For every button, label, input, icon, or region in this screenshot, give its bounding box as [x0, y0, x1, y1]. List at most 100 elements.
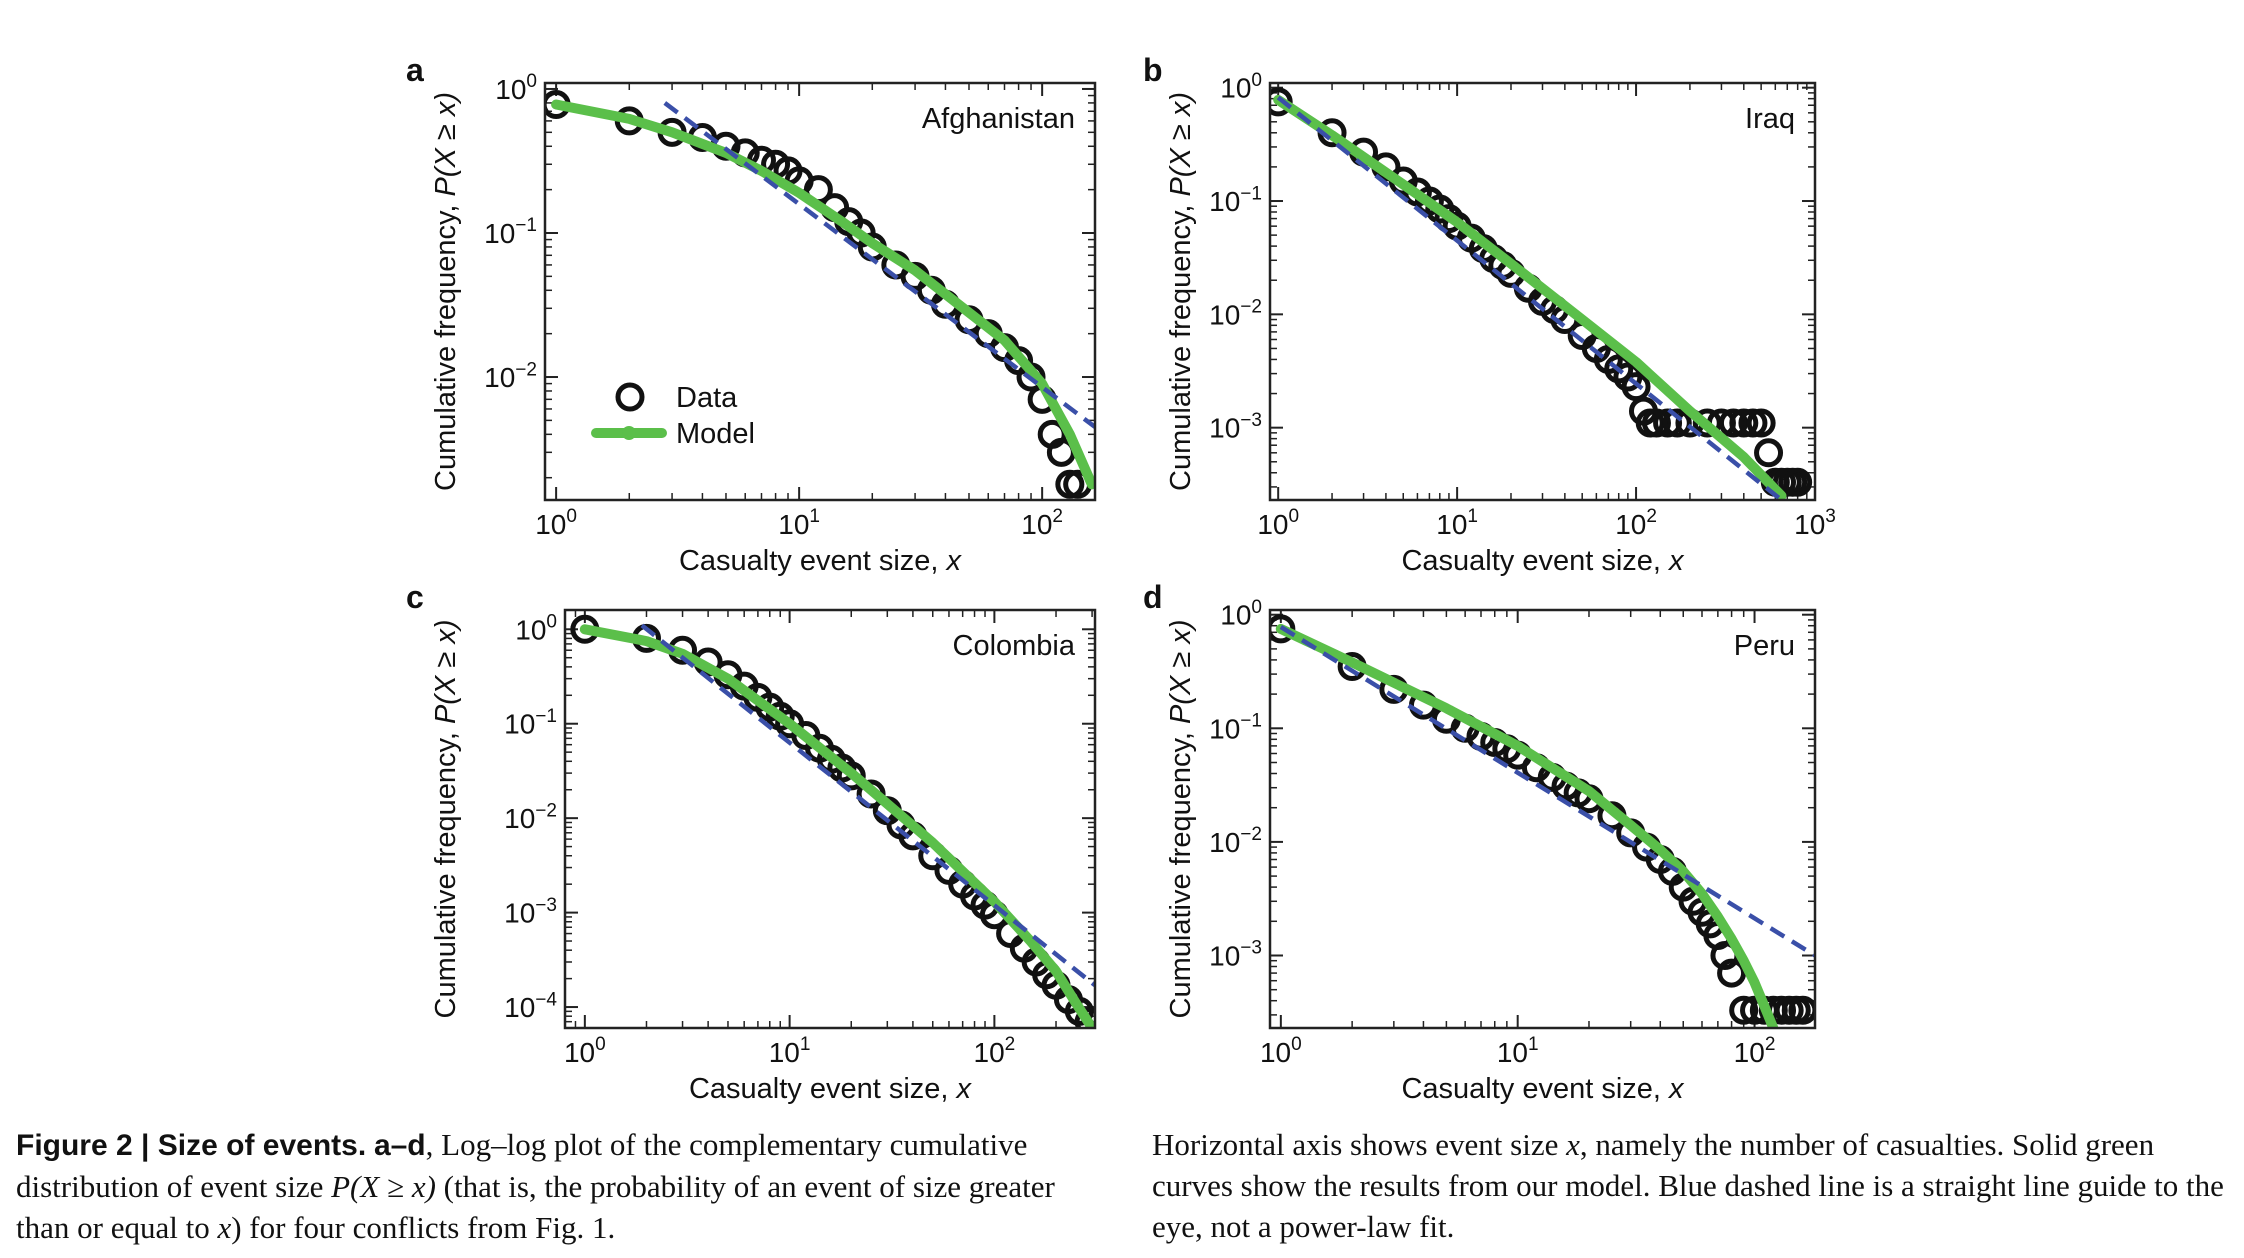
y-tick-label: 10−3 — [1209, 410, 1262, 444]
x-tick-label: 101 — [778, 506, 820, 540]
x-tick-label: 100 — [535, 506, 577, 540]
x-tick-label: 100 — [564, 1034, 606, 1068]
y-axis-label: Cumulative frequency, P(X ≥ x) — [1165, 92, 1197, 491]
data-points — [570, 614, 1095, 1028]
caption-right-variable: x — [1566, 1127, 1580, 1162]
y-tick-label: 10−2 — [504, 800, 557, 834]
y-tick-label: 10−3 — [1209, 938, 1262, 972]
panel-letter: c — [406, 579, 424, 615]
y-tick-label: 10−2 — [1209, 824, 1262, 858]
data-point — [1754, 438, 1784, 468]
legend-data-marker — [615, 382, 645, 412]
x-tick-label: 101 — [1497, 1034, 1539, 1068]
legend-model-marker — [622, 426, 636, 440]
panel-d: 100 101 102 100 10−1 10−2 10−3 Peru d Casualty ev… — [1143, 579, 1817, 1105]
plot-area — [570, 614, 1095, 1028]
x-axis-label: Casualty event size, x — [1401, 545, 1685, 577]
data-point — [1434, 204, 1464, 234]
panel-c: 100 101 102 100 10−1 10−2 10−3 10−4 Colombia c Cas… — [406, 579, 1097, 1105]
caption-panels-ref: a–d — [373, 1129, 426, 1162]
data-point — [1270, 614, 1296, 644]
plot-area — [1270, 87, 1813, 500]
data-point — [1783, 467, 1813, 497]
data-point — [836, 761, 866, 791]
panel-letter: d — [1143, 579, 1163, 615]
x-axis-label: Casualty event size, x — [679, 545, 963, 577]
x-tick-label: 100 — [1260, 1034, 1302, 1068]
panel-letter: a — [406, 52, 424, 88]
y-tick-label: 100 — [1220, 70, 1262, 104]
caption-right: Horizontal axis shows event size x, name… — [1152, 1124, 2232, 1247]
y-tick-label: 10−1 — [1209, 183, 1262, 217]
panel-title: Peru — [1734, 630, 1795, 662]
legend-data-label: Data — [676, 382, 738, 414]
data-point — [1729, 995, 1759, 1025]
model-curve — [1275, 623, 1779, 1028]
model-curve — [579, 624, 1095, 1028]
figure-panels: 100 101 102 100 10−1 10−2 Afghanistan a Casualty… — [406, 52, 1836, 1105]
x-axis-label: Casualty event size, x — [689, 1073, 973, 1105]
plot-frame — [543, 81, 1097, 502]
guide-line — [1276, 95, 1783, 500]
caption-right-text-1: Horizontal axis shows event size — [1152, 1127, 1567, 1162]
caption-expression: P(X ≥ x) — [331, 1169, 436, 1204]
x-tick-label: 102 — [1734, 1034, 1776, 1068]
data-point — [1641, 408, 1671, 438]
x-tick-label: 102 — [1615, 506, 1657, 540]
guide-line — [1279, 625, 1815, 958]
caption-fig-label: Figure 2 — [16, 1129, 133, 1162]
panel-title: Colombia — [953, 630, 1076, 662]
y-tick-label: 10−2 — [1209, 297, 1262, 331]
caption-left: Figure 2 | Size of events. a–d, Log–log … — [16, 1124, 1106, 1248]
y-tick-label: 10−2 — [484, 359, 537, 393]
x-tick-label: 102 — [1021, 506, 1063, 540]
plot-area — [545, 90, 1095, 499]
guide-line — [640, 623, 1095, 988]
y-tick-label: 100 — [1220, 597, 1262, 631]
model-curve — [551, 99, 1095, 490]
x-tick-label: 101 — [769, 1034, 811, 1068]
data-point — [1074, 1007, 1095, 1028]
data-point — [1729, 408, 1759, 438]
caption-text-2: (that is, the probability of an event of… — [16, 1169, 1055, 1245]
x-tick-label: 101 — [1436, 506, 1478, 540]
y-axis-label: Cumulative frequency, P(X ≥ x) — [1165, 620, 1197, 1019]
plot-frame — [1268, 608, 1817, 1030]
x-axis-label: Casualty event size, x — [1401, 1073, 1685, 1105]
y-tick-label: 10−3 — [504, 895, 557, 929]
y-tick-label: 100 — [515, 612, 557, 646]
data-point — [1718, 408, 1748, 438]
plot-frame — [1268, 81, 1817, 502]
caption-text-1: , Log–log plot of the complementary cumu… — [16, 1127, 1028, 1204]
data-point — [1746, 408, 1776, 438]
model-curve — [1273, 94, 1787, 500]
guide-line — [663, 101, 1095, 429]
data-point — [1662, 408, 1692, 438]
caption-heading: Size of events. — [157, 1129, 367, 1162]
y-axis-label: Cumulative frequency, P(X ≥ x) — [430, 620, 462, 1019]
x-tick-label: 100 — [1257, 506, 1299, 540]
caption-separator: | — [132, 1129, 158, 1162]
minor-ticks — [564, 610, 1095, 1029]
y-tick-label: 10−1 — [1209, 711, 1262, 745]
y-axis-label: Cumulative frequency, P(X ≥ x) — [430, 92, 462, 491]
y-tick-label: 10−1 — [484, 215, 537, 249]
panel-title: Iraq — [1745, 103, 1795, 135]
panel-b: 100 101 102 103 100 10−1 10−2 10−3 Iraq b Casualty… — [1143, 52, 1836, 577]
y-tick-label: 10−4 — [504, 989, 557, 1023]
legend: Data Model — [591, 382, 755, 450]
y-tick-label: 10−1 — [504, 706, 557, 740]
caption-variable: x — [217, 1210, 232, 1245]
x-tick-label: 102 — [974, 1034, 1016, 1068]
x-tick-label: 103 — [1794, 506, 1836, 540]
data-point — [1738, 408, 1768, 438]
caption-right-text-2: , namely the number of casualties. Solid… — [1152, 1127, 2224, 1244]
data-points — [1270, 614, 1815, 1025]
legend-model-label: Model — [676, 418, 755, 450]
y-tick-label: 100 — [495, 71, 537, 105]
plot-frame — [563, 608, 1097, 1030]
panel-letter: b — [1143, 52, 1163, 88]
panel-title: Afghanistan — [922, 103, 1075, 135]
caption-text-3: ) for four conflicts from Fig. 1. — [231, 1210, 616, 1245]
